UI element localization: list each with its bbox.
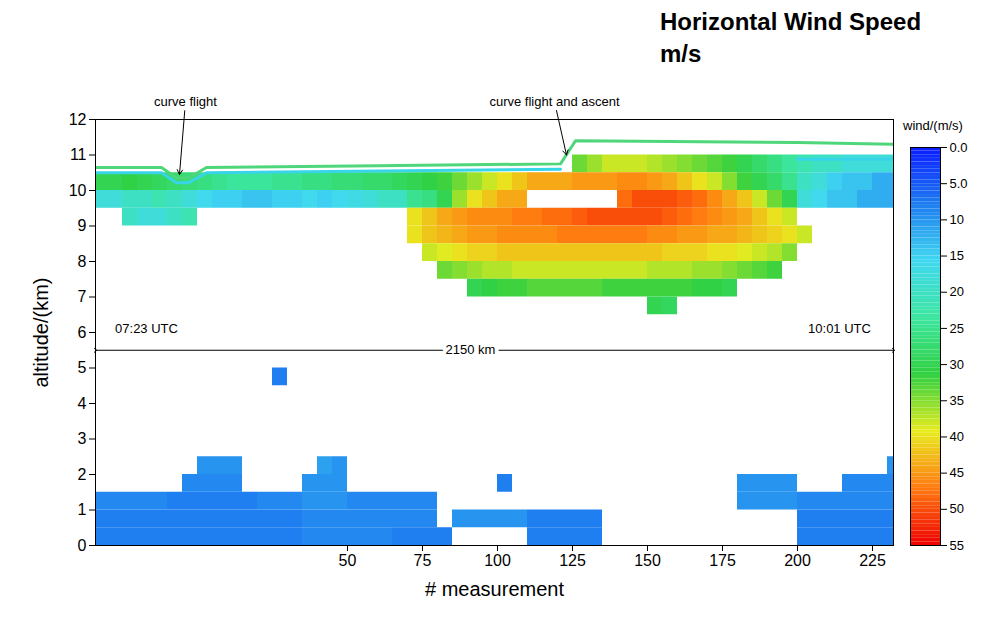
html-text:Horizontal Wind Speed m/s: Horizontal Wind Speed m/s <box>660 8 922 68</box>
svg-text:100: 100 <box>484 552 511 569</box>
svg-text:11: 11 <box>70 146 87 163</box>
svg-text:5.0: 5.0 <box>950 176 968 191</box>
svg-text:10: 10 <box>69 182 87 199</box>
svg-text:35: 35 <box>950 393 964 408</box>
svg-text:50: 50 <box>950 501 964 516</box>
svg-text:0.0: 0.0 <box>950 140 968 155</box>
svg-text:40: 40 <box>950 429 964 444</box>
svg-text:6: 6 <box>78 324 87 341</box>
svg-text:10: 10 <box>950 212 964 227</box>
svg-text:2150 km: 2150 km <box>446 342 496 357</box>
svg-text:12: 12 <box>69 111 87 128</box>
svg-text:55: 55 <box>950 538 964 553</box>
html-text:wind/(m/s): wind/(m/s) <box>903 118 963 133</box>
svg-text:3: 3 <box>78 430 87 447</box>
svg-text:50: 50 <box>339 552 357 569</box>
svg-text:5: 5 <box>78 359 87 376</box>
svg-text:125: 125 <box>559 552 586 569</box>
svg-text:4: 4 <box>78 395 87 412</box>
svg-text:07:23 UTC: 07:23 UTC <box>115 321 178 336</box>
svg-text:175: 175 <box>709 552 736 569</box>
svg-text:1: 1 <box>78 501 87 518</box>
svg-text:200: 200 <box>784 552 811 569</box>
svg-text:25: 25 <box>950 321 964 336</box>
svg-text:2: 2 <box>78 466 87 483</box>
svg-text:30: 30 <box>950 357 964 372</box>
svg-text:8: 8 <box>78 253 87 270</box>
svg-text:150: 150 <box>634 552 661 569</box>
svg-text:10:01 UTC: 10:01 UTC <box>808 321 871 336</box>
svg-text:15: 15 <box>950 248 964 263</box>
svg-text:9: 9 <box>78 217 87 234</box>
svg-text:225: 225 <box>859 552 886 569</box>
svg-text:20: 20 <box>950 284 964 299</box>
svg-text:75: 75 <box>414 552 432 569</box>
svg-text:curve flight and ascent: curve flight and ascent <box>489 94 619 109</box>
svg-text:7: 7 <box>78 288 87 305</box>
svg-text:# measurement: # measurement <box>425 578 564 600</box>
svg-text:0: 0 <box>78 537 87 554</box>
svg-text:curve flight: curve flight <box>154 94 217 109</box>
svg-text:45: 45 <box>950 465 964 480</box>
svg-text:altitude/(km): altitude/(km) <box>30 277 52 387</box>
